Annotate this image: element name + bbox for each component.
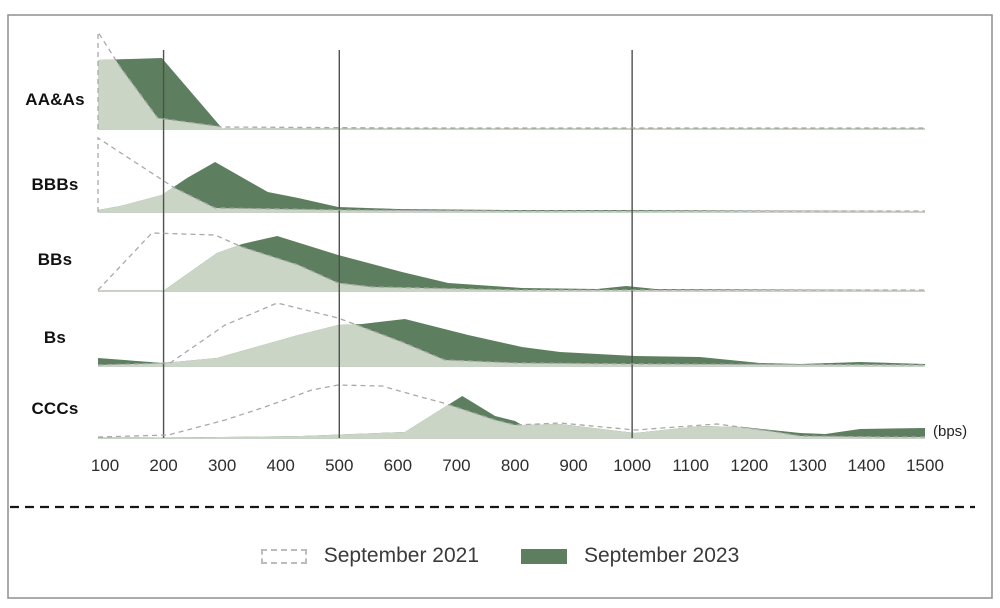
outline-sept2021-Bs (97, 302, 926, 366)
outline-sept2021-BBs (97, 232, 925, 291)
tick-label-1000: 1000 (613, 456, 652, 475)
row-label-BBs: BBs (37, 250, 73, 269)
tick-label-1200: 1200 (730, 456, 769, 475)
chart-frame (7, 14, 993, 599)
tick-label-800: 800 (500, 456, 530, 475)
tick-label-1100: 1100 (672, 456, 709, 475)
tick-label-1300: 1300 (788, 456, 827, 475)
axis-unit-label: (bps) (933, 423, 968, 440)
tick-label-1500: 1500 (906, 456, 944, 475)
tick-label-600: 600 (383, 456, 413, 475)
legend-label-2021: September 2021 (323, 544, 479, 567)
row-label-AA&As: AA&As (25, 90, 85, 109)
legend-label-2023: September 2023 (584, 544, 740, 567)
outline-sept2021-CCCs (97, 384, 925, 438)
area-overlap-BBBs (98, 187, 925, 212)
area-sept2023-BBBs (98, 162, 925, 212)
area-sept2023-AA&As (98, 58, 925, 129)
legend: September 2021 September 2023 (0, 540, 1000, 572)
area-overlap-AA&As (98, 59, 925, 129)
outline-sept2021-BBBs (97, 136, 925, 212)
tick-label-100: 100 (90, 456, 120, 475)
legend-swatch-dashed-2021 (260, 548, 307, 564)
tick-label-300: 300 (207, 456, 237, 475)
legend-item-september-2023: September 2023 (521, 544, 739, 568)
area-overlap-CCCs (98, 404, 925, 438)
tick-label-1400: 1400 (847, 456, 886, 475)
row-label-Bs: Bs (43, 328, 67, 347)
legend-swatch-solid-2023 (521, 548, 567, 564)
row-label-BBBs: BBBs (31, 175, 79, 194)
legend-item-september-2021: September 2021 (260, 544, 479, 568)
tick-label-500: 500 (325, 456, 354, 475)
area-overlap-BBs (98, 245, 925, 291)
tick-label-400: 400 (266, 456, 295, 475)
tick-label-900: 900 (559, 456, 588, 475)
tick-label-700: 700 (442, 456, 471, 475)
outline-sept2021-AA&As (97, 29, 925, 129)
area-overlap-Bs (98, 324, 925, 366)
row-label-CCCs: CCCs (31, 399, 79, 418)
tick-label-200: 200 (149, 456, 178, 475)
